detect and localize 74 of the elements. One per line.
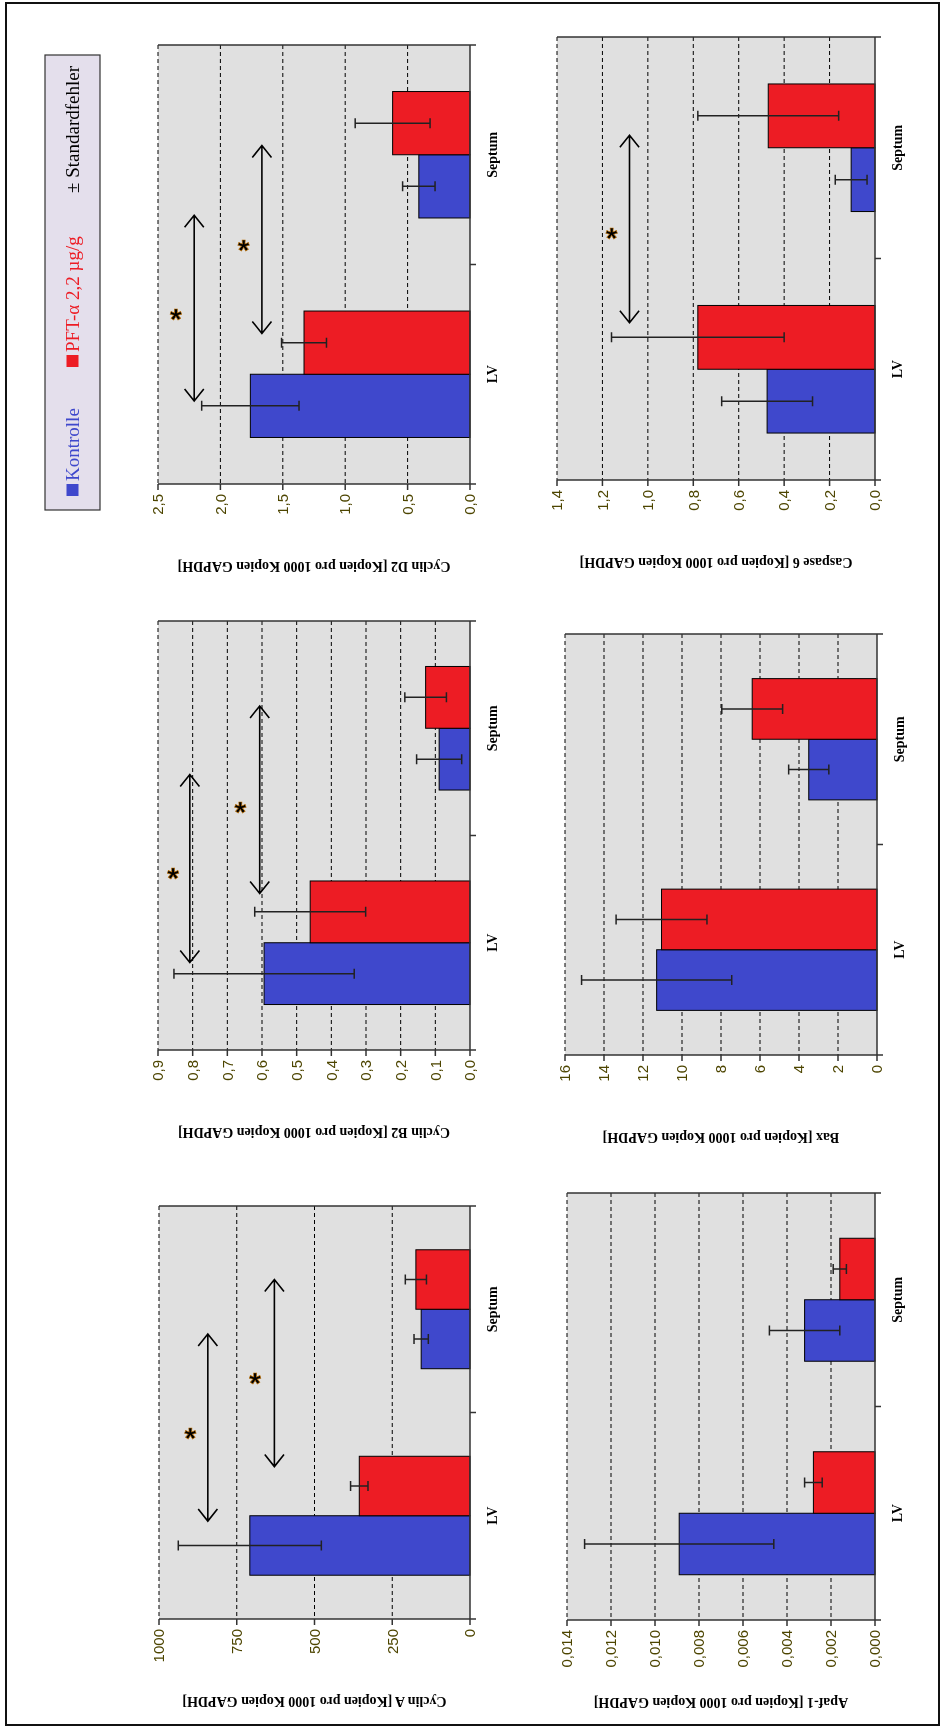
x-tick-label: 1,0 <box>336 494 354 515</box>
x-tick-label: 10 <box>673 1065 691 1082</box>
y-tick-label: Septum <box>484 704 500 752</box>
x-tick-label: 1,2 <box>593 490 611 511</box>
y-tick-label: LV <box>484 1506 500 1525</box>
x-tick-label: 2,5 <box>149 494 167 515</box>
x-tick-label: 1,4 <box>548 490 566 511</box>
x-tick-label: 2,0 <box>211 494 229 515</box>
x-tick-label: 0,4 <box>775 490 793 511</box>
x-tick-label: 0,7 <box>218 1060 236 1081</box>
x-tick-label: 0,6 <box>253 1060 271 1081</box>
x-tick-label: 0,6 <box>729 490 747 511</box>
y-tick-label: LV <box>484 933 500 952</box>
x-axis-title: Bax [Kopien pro 1000 Kopien GAPDH] <box>602 1130 840 1145</box>
x-tick-label: 0,010 <box>646 1630 664 1668</box>
annotation: * <box>237 233 250 267</box>
x-axis-title: Cyclin B2 [Kopien pro 1000 Kopien GAPDH] <box>178 1125 450 1140</box>
x-tick-label: 14 <box>595 1065 613 1082</box>
x-tick-label: 0,1 <box>426 1060 444 1081</box>
x-tick-label: 1000 <box>150 1629 168 1663</box>
x-tick-label: 0,002 <box>822 1630 840 1668</box>
text: PFT-α 2,2 µg/g <box>62 235 84 352</box>
x-tick-label: 0,9 <box>149 1060 167 1081</box>
x-tick-label: 0,012 <box>602 1630 620 1668</box>
x-tick-label: 750 <box>228 1629 245 1655</box>
y-tick-label: Septum <box>889 1276 905 1323</box>
x-axis-title: Apaf-1 [Kopien pro 1000 Kopien GAPDH] <box>593 1695 849 1710</box>
x-tick-label: 0,8 <box>684 490 702 511</box>
x-tick-label: 4 <box>790 1065 808 1074</box>
x-tick-label: 500 <box>305 1629 323 1655</box>
x-tick-label: 0,4 <box>322 1060 340 1081</box>
x-tick-label: 0,5 <box>398 494 416 515</box>
x-tick-label: 2 <box>829 1065 847 1074</box>
x-tick-label: 0,0 <box>866 490 884 511</box>
annotation: * <box>605 221 618 255</box>
x-axis-title: Caspase 6 [Kopien pro 1000 Kopien GAPDH] <box>579 555 853 570</box>
annotation: * <box>167 860 180 894</box>
x-axis-title: Cyclin D2 [Kopien pro 1000 Kopien GAPDH] <box>177 559 451 574</box>
y-tick-label: Septum <box>484 1285 500 1333</box>
x-tick-label: 250 <box>383 1629 401 1655</box>
annotation: * <box>184 1420 197 1454</box>
x-tick-label: 0 <box>461 1629 479 1638</box>
x-tick-label: 0,0 <box>461 1060 479 1081</box>
annotation: * <box>234 794 247 828</box>
x-tick-label: 1,0 <box>639 490 657 511</box>
x-tick-label: 0,2 <box>391 1060 409 1081</box>
y-tick-label: LV <box>889 360 905 379</box>
y-tick-label: LV <box>889 1504 905 1523</box>
y-tick-label: LV <box>891 940 907 959</box>
x-tick-label: 6 <box>751 1065 769 1074</box>
y-tick-label: Septum <box>889 124 905 171</box>
x-tick-label: 8 <box>712 1065 730 1074</box>
x-tick-label: 1,5 <box>274 494 292 515</box>
x-tick-label: 0,0 <box>461 494 479 515</box>
x-tick-label: 0,006 <box>734 1630 752 1668</box>
x-tick-label: 0,3 <box>357 1060 375 1081</box>
x-tick-label: 0,008 <box>690 1630 708 1668</box>
x-tick-label: 16 <box>556 1065 574 1082</box>
y-tick-label: Septum <box>891 715 907 763</box>
x-tick-label: 0,2 <box>820 490 838 511</box>
x-tick-label: 0,8 <box>183 1060 201 1081</box>
annotation: * <box>169 302 182 336</box>
x-tick-label: 0,014 <box>558 1630 576 1668</box>
text: ± Standardfehler <box>62 65 84 193</box>
y-tick-label: LV <box>484 365 500 384</box>
x-tick-label: 0,5 <box>287 1060 305 1081</box>
x-tick-label: 0,000 <box>866 1630 884 1668</box>
annotation: * <box>249 1366 262 1400</box>
x-tick-label: 12 <box>634 1065 652 1082</box>
x-axis-title: Cyclin A [Kopien pro 1000 Kopien GAPDH] <box>182 1694 447 1709</box>
y-tick-label: Septum <box>484 131 500 178</box>
x-tick-label: 0,004 <box>778 1630 796 1668</box>
x-tick-label: 0 <box>868 1065 886 1074</box>
text: Kontrolle <box>62 408 84 481</box>
